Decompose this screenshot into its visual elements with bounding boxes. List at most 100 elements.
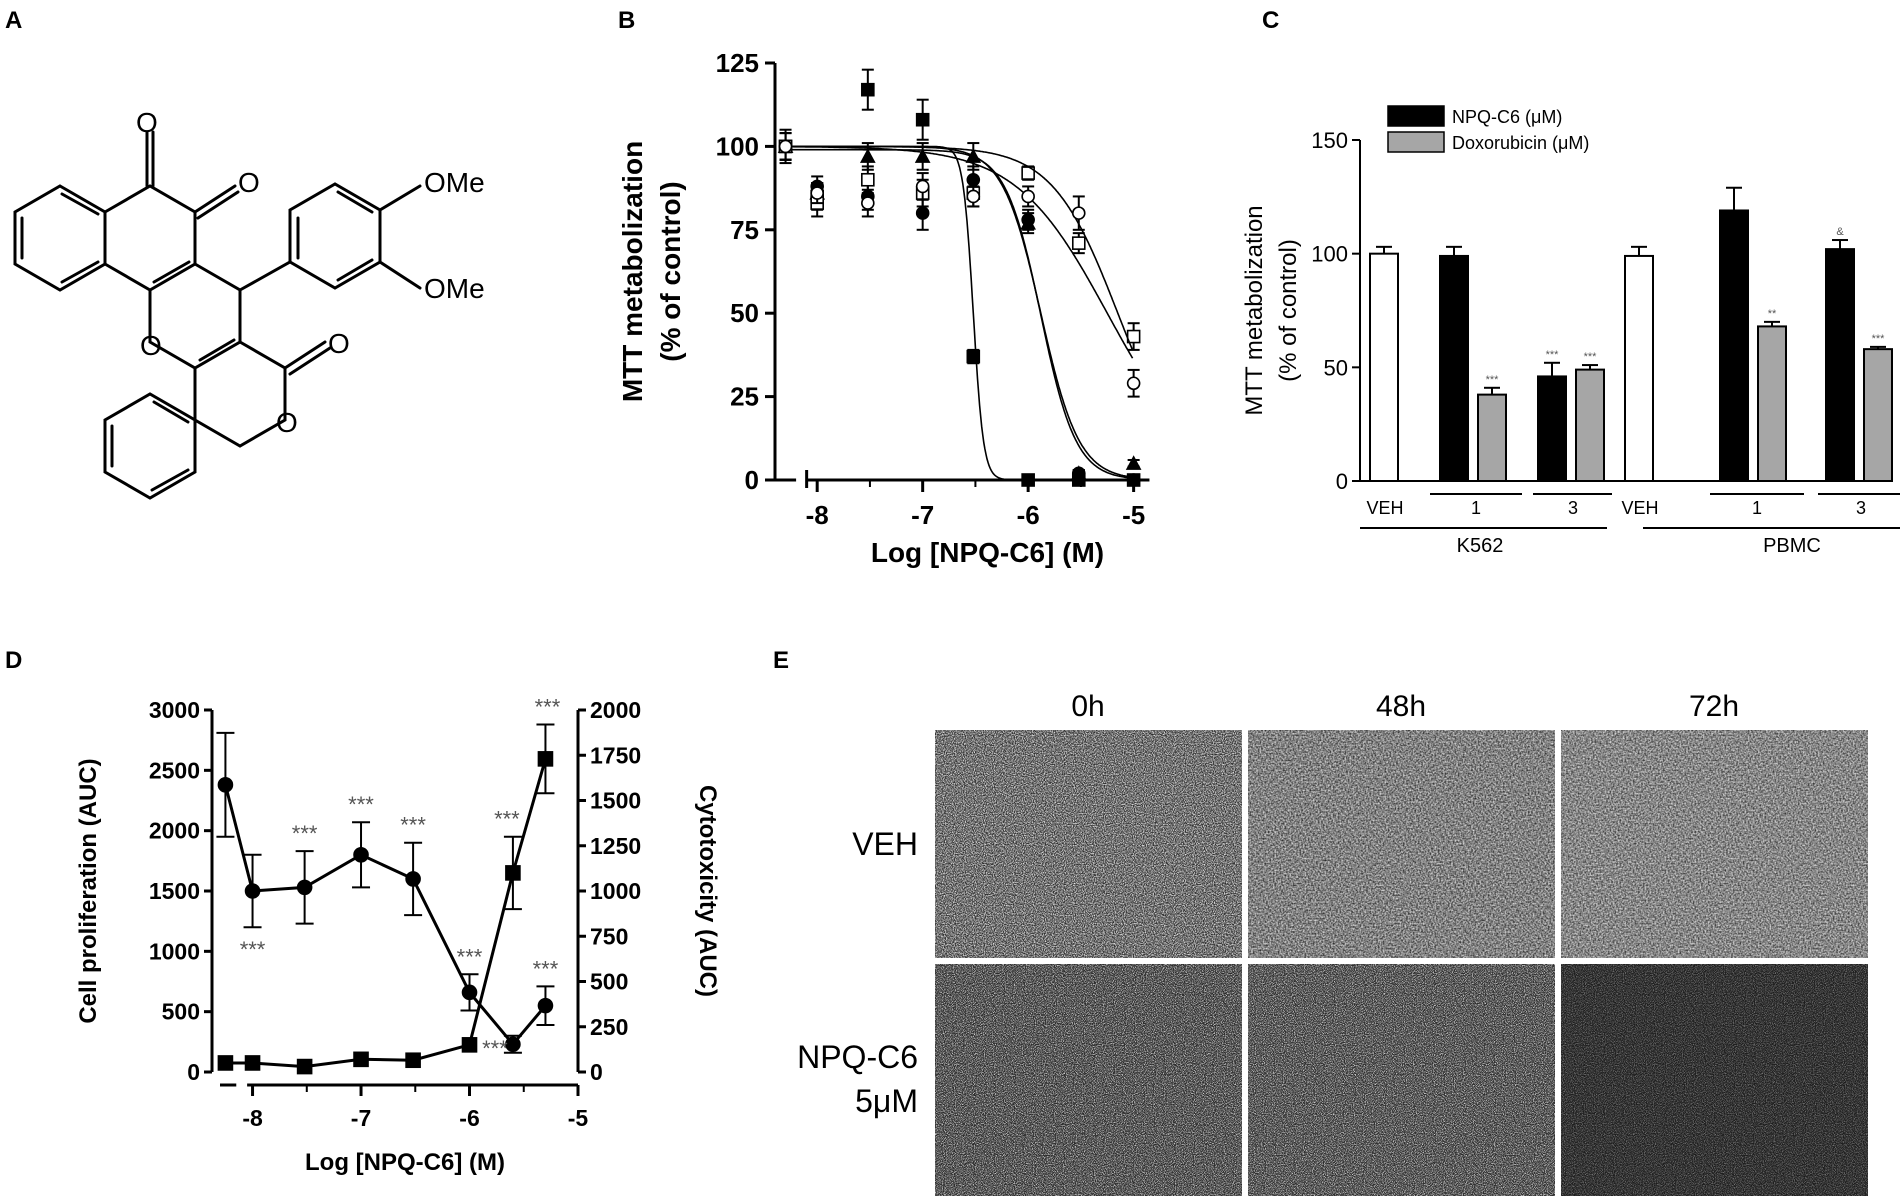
data-point-series-4 [915,179,930,194]
data-point-series-2 [1070,465,1087,480]
bar [1369,252,1399,482]
micrograph-npq-48h [1248,964,1555,1196]
data-point-series-2 [1125,455,1142,470]
y-axis-label: MTT metabolization [617,141,648,402]
proliferation-point [461,984,478,1001]
y2-tick-label: 0 [590,1059,603,1085]
legend-swatch [1387,105,1445,127]
y-axis-label: MTT metabolization [1241,205,1268,415]
group-label: 1 [1471,498,1481,518]
y-tick-label: 500 [162,999,200,1025]
x-tick-label: -7 [911,500,934,530]
significance-label: *** [482,1036,508,1061]
bar [1439,254,1469,482]
y-axis-label: Cell proliferation (AUC) [75,758,102,1023]
data-point-series-0 [966,349,981,364]
significance-label: *** [400,813,426,838]
data-point-series-4 [1126,376,1141,391]
group-label: 1 [1752,498,1762,518]
cytotoxicity-point [405,1052,421,1069]
data-point-series-3 [1071,236,1086,250]
atom-label: OMe [424,167,485,198]
y-tick-label: 1000 [149,938,200,964]
cytotoxicity-point [505,865,521,881]
chart-b: 0 25 50 75 100 125 -8 -7 -6 -5 Log [NPQ-C6] (M) MTT… [617,48,1150,568]
cytotoxicity-point [353,1051,369,1068]
data-point-series-2 [859,148,876,163]
y-tick-label: 2000 [149,818,200,844]
bar [1863,348,1893,482]
y2-tick-label: 1500 [590,788,641,814]
atom-label: O [140,330,162,361]
group-label: 3 [1568,498,1578,518]
y-tick-label: 3000 [149,697,200,723]
y-axis-label-sub: (% of control) [655,181,686,361]
cytotoxicity-point [537,751,554,767]
cytotoxicity-point [217,1055,234,1071]
significance-label: *** [457,944,483,969]
x-tick-label: -6 [1017,500,1040,530]
data-point-series-0 [915,112,930,127]
y-tick-label: 0 [1336,469,1348,494]
bar [1757,325,1787,482]
cytotoxicity-point [461,1037,478,1053]
y2-axis-label: Cytotoxicity (AUC) [694,785,721,997]
significance-label: *** [348,792,374,817]
data-point-series-4 [1071,206,1086,220]
significance-label: *** [240,937,266,962]
proliferation-point [244,883,261,899]
fit-curve-series-2 [785,148,1133,479]
data-point-series-1 [1126,473,1141,487]
significance-label: *** [292,821,318,846]
proliferation-point [537,997,554,1014]
y-tick-label: 2500 [149,757,200,783]
significance-label: ** [1768,308,1777,320]
x-axis-label: Log [NPQ-C6] (M) [871,537,1104,568]
y-tick-label: 75 [730,215,759,245]
group-label: 3 [1856,498,1866,518]
bar [1624,254,1654,482]
chart-c: 0 50 100 150 MTT metabolization (% of control… [1241,105,1900,557]
atom-label: O [136,107,158,138]
cytotoxicity-line [225,758,547,1069]
significance-label: *** [535,694,561,719]
x-tick-label: -8 [806,500,829,530]
atom-label: O [328,328,350,359]
chemical-structure [13,130,422,500]
proliferation-point [505,1036,521,1053]
y-tick-label: 0 [745,465,759,495]
panel-a-letter: A [5,7,22,34]
micrograph-veh-72h [1561,730,1868,958]
panel-e-letter: E [773,647,789,674]
atom-label: O [238,167,260,198]
y-tick-label: 150 [1311,128,1348,153]
y-tick-label: 50 [730,298,759,328]
y-tick-label: 50 [1324,355,1348,380]
data-point-series-0 [861,82,875,97]
y-tick-label: 100 [716,131,759,161]
data-point-series-4 [810,186,824,200]
panel-d-letter: D [5,647,22,674]
data-point-series-0 [1021,473,1035,487]
y2-tick-label: 1000 [590,878,641,904]
y2-tick-label: 250 [590,1014,628,1040]
proliferation-point [353,846,369,863]
bar [1477,393,1507,483]
y2-tick-label: 500 [590,969,628,995]
x-tick-label: -7 [351,1105,371,1131]
significance-label: *** [1486,374,1500,386]
cytotoxicity-point [296,1058,313,1075]
data-point-series-4 [966,189,981,204]
x-axis-label: Log [NPQ-C6] (M) [305,1149,505,1176]
y2-tick-label: 2000 [590,697,641,723]
chart-d: 0 500 1000 1500 2000 2500 3000 0 250 500 750 1000 12… [75,694,721,1176]
proliferation-point [296,879,313,896]
proliferation-point [217,777,234,793]
significance-label: *** [1546,349,1560,361]
significance-label: & [1836,226,1844,238]
micrograph-npq-72h [1561,964,1868,1196]
cell-label: PBMC [1763,535,1821,557]
panel-c-letter: C [1262,7,1279,34]
time-label-72h: 72h [1689,690,1739,723]
